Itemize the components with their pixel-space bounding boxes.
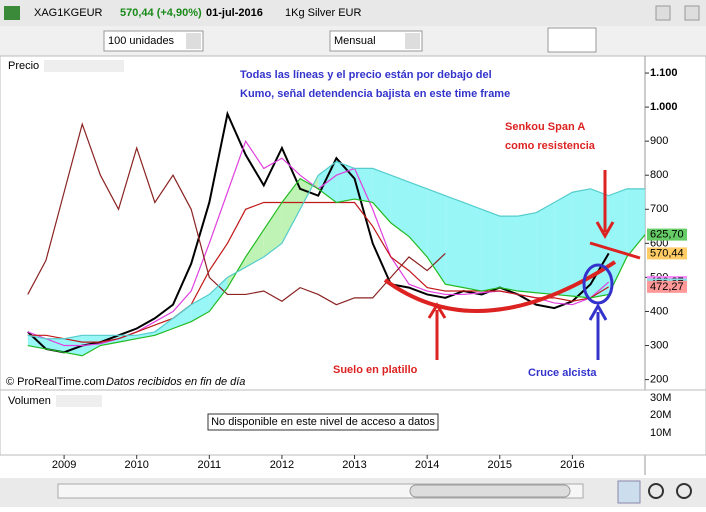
x-tick-label: 2015: [488, 459, 512, 471]
kumo-cloud: [572, 188, 591, 298]
source: © ProRealTime.com: [6, 376, 105, 388]
kumo-cloud: [499, 216, 518, 292]
y-tick-label: 800: [650, 169, 668, 181]
zoom-in[interactable]: [676, 483, 692, 499]
description: 1Kg Silver EUR: [285, 7, 361, 19]
units-label: 100 unidades: [108, 35, 175, 47]
x-tick-label: 2014: [415, 459, 439, 471]
price-tag-label: 472,27: [650, 281, 684, 293]
x-tick-label: 2012: [270, 459, 294, 471]
kumo-cloud: [245, 229, 264, 268]
series-line: [27, 122, 446, 306]
panel-title: Volumen: [8, 395, 51, 407]
kumo-cloud: [517, 212, 537, 293]
period-label: Mensual: [334, 35, 376, 47]
panel-icons[interactable]: [44, 60, 124, 72]
kumo-cloud: [409, 182, 428, 257]
plot: [27, 110, 646, 357]
annotation: Senkou Span A: [505, 121, 585, 133]
arrow: [427, 302, 447, 360]
x-tick-label: 2016: [560, 459, 584, 471]
kumo-cloud: [554, 192, 573, 297]
zoom-out[interactable]: [648, 483, 664, 499]
kumo-cloud: [608, 188, 627, 295]
kumo-cloud: [445, 195, 464, 288]
price-tag-label: 625,70: [650, 228, 684, 240]
kumo-cloud: [154, 318, 174, 336]
series-line: [27, 160, 645, 340]
kumo-cloud: [336, 161, 355, 203]
annotation: Kumo, señal detendencia bajista en este …: [240, 88, 510, 100]
kumo-cloud: [390, 175, 410, 237]
price-tag-label: 570,44: [650, 247, 684, 259]
y-tick-label: 1.100: [650, 67, 678, 79]
y-tick-label: 400: [650, 305, 668, 317]
panel-icons[interactable]: [56, 395, 102, 407]
kumo-cloud: [536, 202, 555, 295]
series-line: [27, 110, 610, 354]
arrow: [588, 302, 608, 360]
zoom-button[interactable]: [617, 480, 641, 504]
symbol: XAG1KGEUR: [34, 7, 103, 19]
scroll-thumb[interactable]: [409, 484, 571, 498]
x-tick-label: 2009: [52, 459, 76, 471]
volume-label: 30M: [650, 392, 671, 404]
arrow: [595, 170, 615, 240]
annotation: Cruce alcista: [528, 367, 597, 379]
price-tag: [647, 280, 687, 293]
kumo-cloud: [263, 202, 282, 257]
volume-label: 20M: [650, 409, 671, 421]
price: 570,44 (+4,90%): [120, 7, 202, 19]
resistance-line: [589, 241, 641, 260]
kumo-cloud: [281, 178, 301, 244]
source-note: Datos recibidos en fin de día: [106, 376, 245, 388]
chart-type-button[interactable]: [547, 27, 597, 53]
dropdown-button[interactable]: [405, 33, 420, 49]
y-tick-label: 200: [650, 374, 668, 386]
message: No disponible en este nivel de acceso a …: [211, 416, 435, 428]
close-button[interactable]: [684, 5, 700, 21]
y-tick-label: 900: [650, 135, 668, 147]
kumo-cloud: [427, 188, 446, 285]
volume-label: 10M: [650, 427, 671, 439]
kumo-cloud: [481, 209, 500, 292]
kumo-cloud: [463, 202, 482, 292]
series-line: [27, 177, 646, 357]
kumo-cloud: [136, 331, 155, 339]
period-select[interactable]: [329, 30, 423, 52]
saucer-curve: [383, 260, 617, 313]
price-tag: [647, 247, 687, 260]
y-tick-label: 1.000: [650, 101, 678, 113]
kumo-cloud: [191, 294, 210, 322]
app-icon: [4, 6, 20, 20]
annotation: Todas las líneas y el precio están por d…: [240, 69, 492, 81]
units-select[interactable]: [103, 30, 204, 52]
dropdown-button[interactable]: [186, 33, 201, 49]
annotation: como resistencia: [505, 140, 596, 152]
y-tick-label: 700: [650, 203, 668, 215]
date: 01-jul-2016: [206, 7, 263, 19]
kumo-cloud: [209, 277, 228, 312]
price-tag: [647, 228, 687, 241]
annotation: Suelo en platillo: [333, 364, 418, 376]
title-bar: [0, 0, 706, 26]
y-tick-label: 300: [650, 339, 668, 351]
x-tick-label: 2013: [342, 459, 366, 471]
minimize-button[interactable]: [655, 5, 671, 21]
kumo-cloud: [372, 168, 391, 223]
x-tick-label: 2010: [124, 459, 148, 471]
series-line: [27, 201, 610, 343]
kumo-cloud: [173, 304, 192, 329]
kumo-cloud: [82, 335, 101, 356]
message-box: [207, 413, 439, 431]
x-tick-label: 2011: [197, 459, 221, 471]
panel-title: Precio: [8, 60, 39, 72]
